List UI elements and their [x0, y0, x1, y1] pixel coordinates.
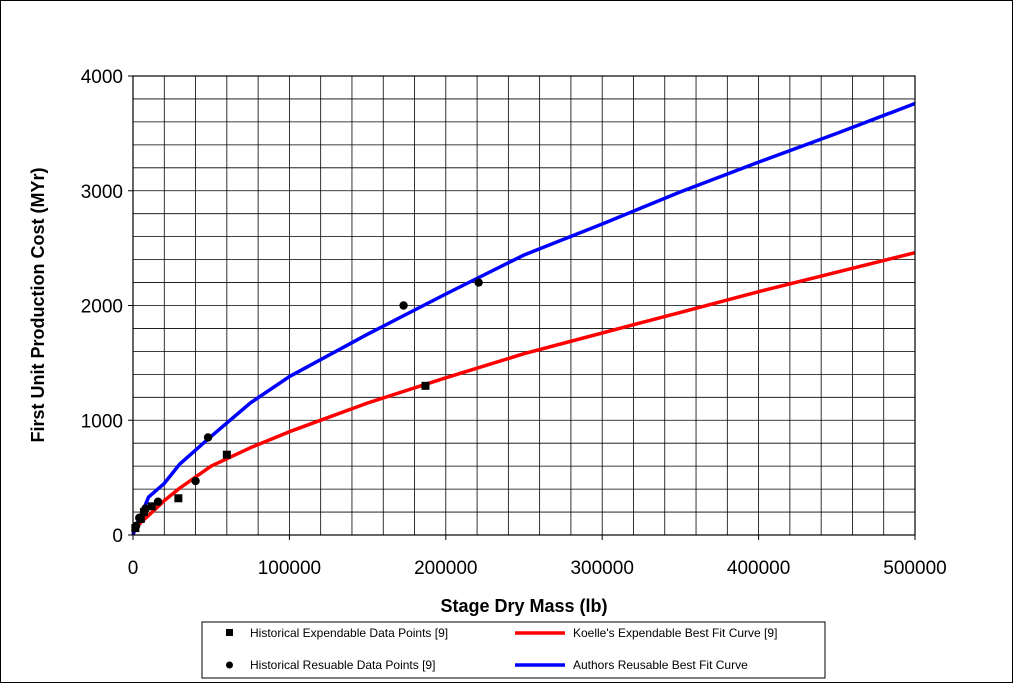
series-line: [131, 101, 916, 536]
x-tick-label: 100000: [258, 558, 321, 579]
data-point-reusable: [131, 521, 141, 531]
data-point-reusable: [135, 513, 144, 522]
series-lines: [131, 101, 916, 536]
y-tick-label: 2000: [81, 297, 123, 318]
data-point-reusable: [399, 301, 408, 310]
y-tick-label: 4000: [81, 67, 123, 88]
data-point-expendable: [222, 450, 231, 459]
series-points: [131, 278, 483, 533]
x-tick-label: 400000: [727, 558, 790, 579]
data-point-reusable: [474, 278, 483, 287]
data-point-reusable: [203, 433, 213, 442]
data-point-reusable: [153, 497, 163, 506]
tick-labels: 0 100000 200000 300000 400000 500000 0 1000 2000…: [81, 67, 947, 579]
legend-label-koelle-curve: Koelle's Expendable Best Fit Curve [9]: [573, 626, 777, 640]
y-tick-label: 3000: [81, 182, 123, 203]
x-tick-label: 500000: [883, 558, 946, 579]
legend-marker-reusable-points: [226, 661, 233, 669]
data-point-expendable: [174, 494, 183, 503]
x-axis-title: Stage Dry Mass (lb): [440, 596, 607, 616]
legend-label-reusable-points: Historical Resuable Data Points [9]: [250, 658, 435, 672]
legend-label-expendable-points: Historical Expendable Data Points [9]: [250, 626, 448, 640]
grid: [133, 76, 915, 535]
data-point-expendable: [421, 381, 430, 390]
x-tick-label: 300000: [570, 558, 633, 579]
y-axis-title: First Unit Production Cost (MYr): [28, 168, 48, 443]
legend-box: [201, 621, 826, 679]
y-tick-label: 1000: [81, 411, 123, 432]
data-point-expendable: [147, 502, 156, 511]
data-point-reusable: [191, 476, 200, 486]
y-tick-label: 0: [112, 526, 123, 547]
x-tick-label: 200000: [414, 558, 477, 579]
legend: Historical Expendable Data Points [9] Hi…: [201, 621, 826, 679]
legend-marker-expendable-points: [226, 629, 233, 636]
x-tick-label: 0: [128, 558, 139, 579]
data-point-reusable: [141, 504, 150, 513]
legend-label-authors-curve: Authors Reusable Best Fit Curve: [573, 658, 748, 672]
series-line: [131, 251, 916, 536]
